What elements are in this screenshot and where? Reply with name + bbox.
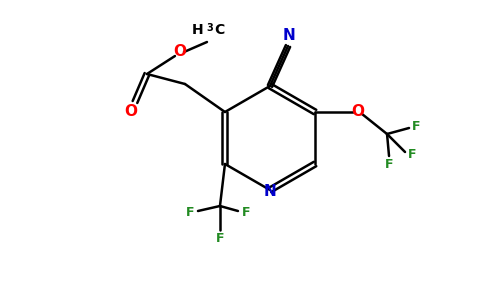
Text: O: O [124,104,137,119]
Text: C: C [214,23,224,37]
Text: 3: 3 [206,23,212,33]
Text: N: N [264,184,276,199]
Text: O: O [173,44,186,59]
Text: H: H [191,23,203,37]
Text: N: N [283,28,295,44]
Text: F: F [408,148,416,160]
Text: F: F [186,206,194,220]
Text: O: O [351,103,364,118]
Text: F: F [412,119,420,133]
Text: F: F [242,206,250,220]
Text: F: F [385,158,393,172]
Text: F: F [216,232,224,245]
